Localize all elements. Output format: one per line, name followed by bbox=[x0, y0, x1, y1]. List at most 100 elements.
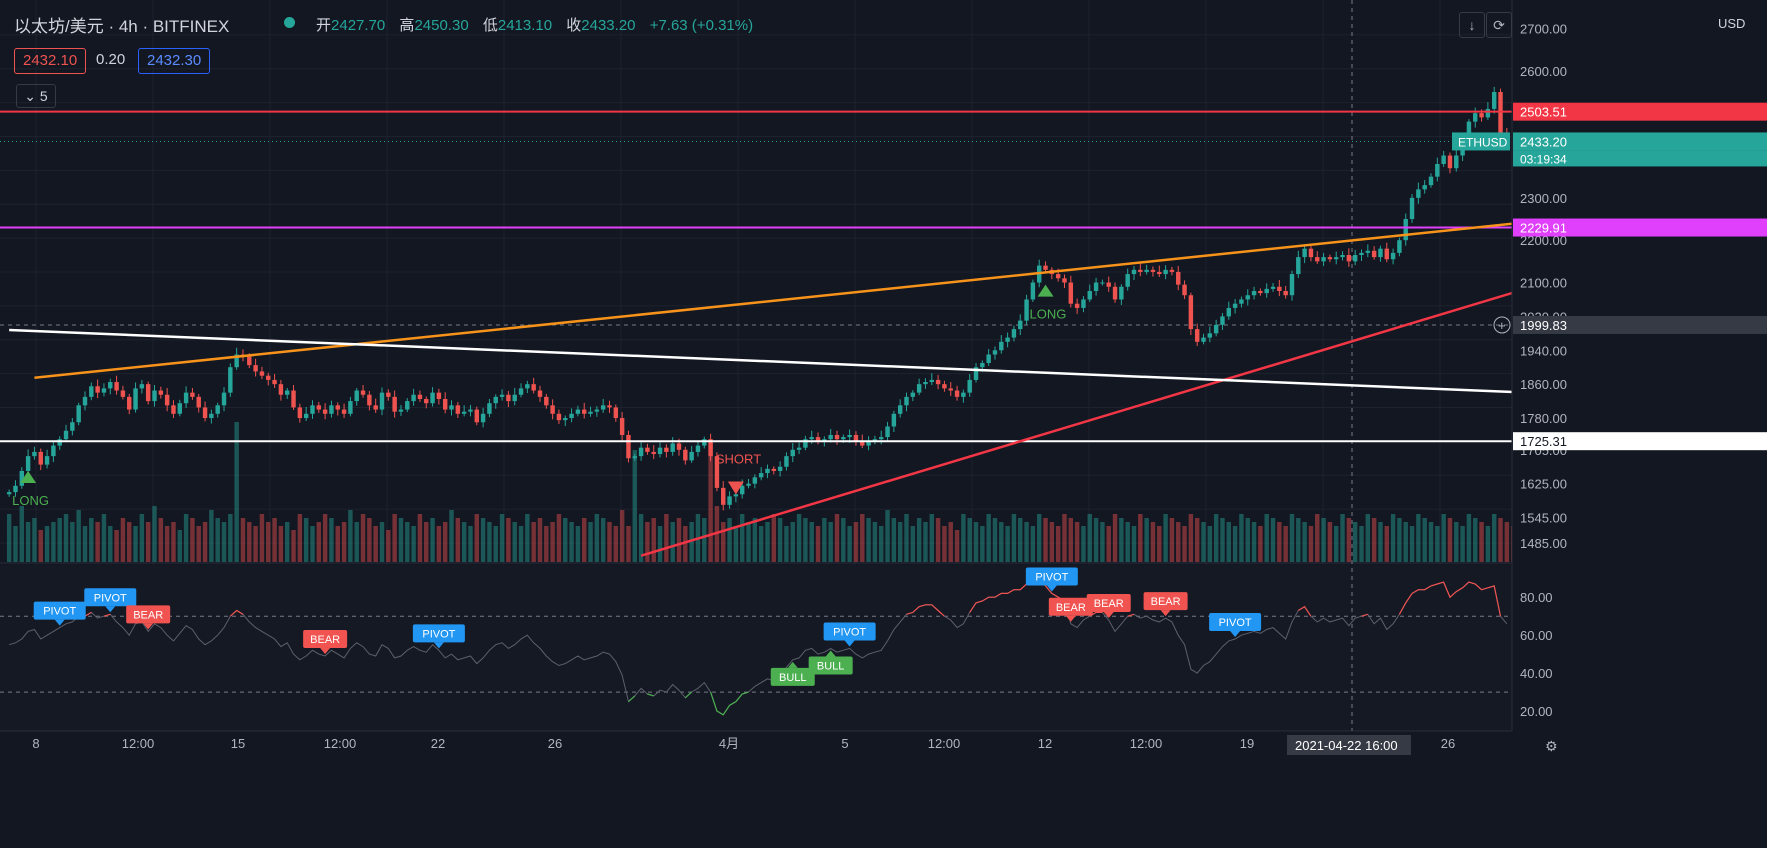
candle-body bbox=[487, 403, 492, 414]
candle-body bbox=[784, 456, 789, 467]
candle-body bbox=[992, 350, 998, 355]
candle-body bbox=[1030, 282, 1036, 300]
volume-bar bbox=[398, 518, 404, 562]
volume-bar bbox=[1403, 522, 1408, 562]
market-status-icon bbox=[284, 17, 295, 28]
time-axis-background bbox=[0, 731, 1767, 848]
candle-body bbox=[1352, 255, 1358, 262]
indicator-collapse-button[interactable]: ⌄ 5 bbox=[16, 84, 56, 108]
bear-label-text: BEAR bbox=[1094, 598, 1124, 610]
sell-price-button[interactable]: 2432.10 bbox=[14, 48, 87, 74]
candle-body bbox=[967, 379, 972, 393]
bull-label-box bbox=[808, 656, 853, 675]
candle-body bbox=[860, 441, 865, 446]
candle-body bbox=[1264, 288, 1269, 294]
candle-body bbox=[1403, 219, 1408, 241]
candle-body bbox=[44, 456, 50, 465]
bear-label-box bbox=[303, 630, 348, 649]
volume-bar bbox=[632, 450, 637, 562]
volume-bar bbox=[1327, 522, 1333, 562]
candle-body bbox=[316, 405, 322, 410]
volume-bar bbox=[493, 526, 498, 562]
candle-body bbox=[392, 396, 397, 412]
candle-body bbox=[25, 456, 31, 471]
volume-bar bbox=[1131, 526, 1137, 562]
candle-body bbox=[411, 394, 416, 402]
download-icon[interactable]: ↓ bbox=[1459, 12, 1485, 38]
refresh-icon[interactable]: ⟳ bbox=[1486, 12, 1512, 38]
candle-body bbox=[847, 434, 852, 438]
volume-bar bbox=[1473, 518, 1478, 562]
candle-body bbox=[1138, 269, 1143, 272]
candle-body bbox=[70, 422, 75, 431]
volume-bar bbox=[38, 530, 43, 562]
candle-body bbox=[999, 341, 1004, 351]
volume-bar bbox=[727, 518, 732, 562]
candle-body bbox=[942, 384, 947, 389]
candle-body bbox=[430, 392, 435, 404]
volume-bar bbox=[1315, 514, 1320, 562]
candle-body bbox=[935, 379, 941, 385]
candle-body bbox=[63, 430, 69, 440]
signal-markers: LONG SHORT LONG bbox=[12, 284, 1066, 508]
pivot-label-text: PIVOT bbox=[422, 628, 455, 640]
pivot-label-box bbox=[1209, 612, 1262, 631]
candle-body bbox=[575, 409, 581, 414]
bull-label-box bbox=[770, 667, 815, 686]
volume-bar bbox=[1226, 522, 1232, 562]
candle-body bbox=[1024, 299, 1029, 321]
volume-bar bbox=[866, 518, 871, 562]
candle-body bbox=[1308, 248, 1314, 258]
candle-body bbox=[335, 405, 340, 410]
buy-price-button[interactable]: 2432.30 bbox=[138, 48, 211, 74]
volume-bar bbox=[582, 518, 587, 562]
volume-bar bbox=[1491, 514, 1497, 562]
candle-body bbox=[1100, 282, 1105, 284]
candle-body bbox=[1131, 269, 1137, 275]
candle-body bbox=[632, 456, 637, 459]
volume-bar bbox=[1504, 522, 1510, 562]
candle-body bbox=[405, 401, 410, 410]
rsi-extreme-line bbox=[1127, 613, 1135, 617]
volume-bar bbox=[316, 522, 322, 562]
volume-bar bbox=[228, 514, 233, 562]
volume-bar bbox=[1264, 514, 1269, 562]
time-tick-label: 4月 bbox=[719, 736, 739, 751]
candle-body bbox=[619, 418, 625, 435]
currency-label[interactable]: USD bbox=[1718, 16, 1746, 31]
candle-body bbox=[101, 388, 107, 393]
volume-bar bbox=[771, 514, 777, 562]
candle-body bbox=[76, 405, 81, 423]
candle-body bbox=[1334, 257, 1339, 260]
add-alert-icon bbox=[1493, 316, 1511, 334]
volume-bar bbox=[145, 522, 151, 562]
volume-bar bbox=[803, 518, 808, 562]
volume-bar bbox=[468, 526, 473, 562]
candle-body bbox=[152, 390, 157, 402]
candle-body bbox=[1169, 269, 1175, 272]
change-value: +7.63 (+0.31%) bbox=[649, 17, 754, 34]
volume-bar bbox=[531, 522, 536, 562]
pivot-label-box bbox=[1025, 567, 1078, 586]
time-tick-label: 15 bbox=[231, 736, 245, 751]
volume-bar bbox=[638, 514, 644, 562]
candle-body bbox=[1220, 316, 1225, 325]
candle-body bbox=[215, 405, 220, 414]
candle-body bbox=[1081, 299, 1086, 308]
volume-bar bbox=[948, 522, 953, 562]
volume-bar bbox=[1163, 514, 1168, 562]
candle-body bbox=[815, 437, 821, 442]
bear-label-box bbox=[1143, 592, 1188, 611]
white-trendline bbox=[9, 328, 1767, 404]
volume-bar bbox=[967, 518, 972, 562]
volume-bar bbox=[904, 514, 909, 562]
pivot-label-pointer bbox=[1230, 630, 1241, 637]
candle-body bbox=[1454, 155, 1459, 169]
volume-bar bbox=[746, 522, 751, 562]
volume-bar bbox=[272, 518, 277, 562]
volume-bar bbox=[158, 518, 164, 562]
magenta-level-tag-box bbox=[1513, 218, 1767, 237]
candle-body bbox=[1466, 121, 1472, 143]
symbol-title[interactable]: 以太坊/美元 · 4h · BITFINEX bbox=[14, 17, 230, 36]
